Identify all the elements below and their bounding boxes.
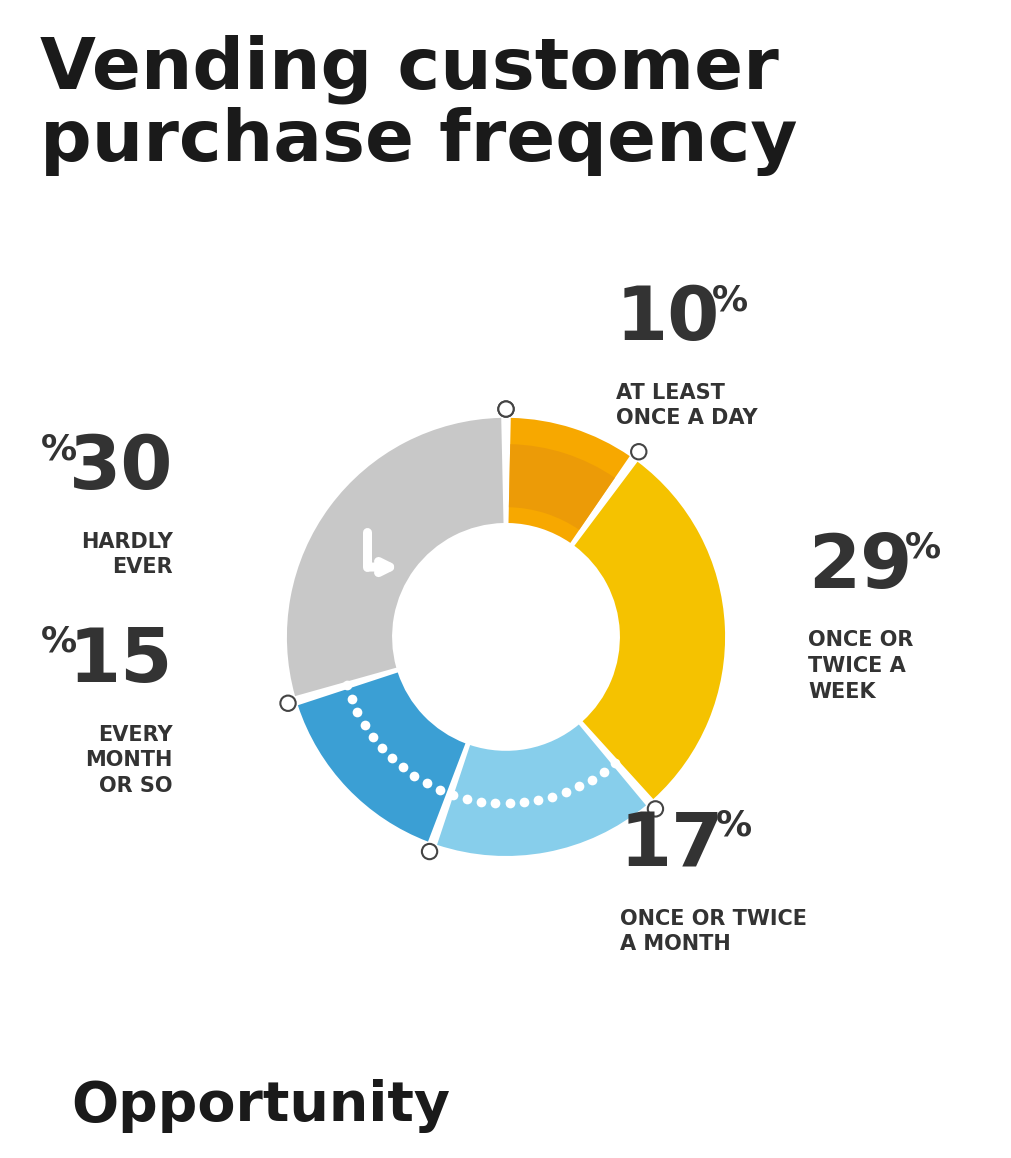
Text: ONCE OR
TWICE A
WEEK: ONCE OR TWICE A WEEK	[808, 630, 913, 702]
Text: %: %	[40, 432, 77, 466]
Text: 10: 10	[615, 284, 719, 357]
Text: Opportunity: Opportunity	[71, 1078, 450, 1133]
Circle shape	[497, 402, 514, 417]
Text: HARDLY
EVER: HARDLY EVER	[81, 532, 173, 578]
Text: 15: 15	[69, 625, 173, 698]
Wedge shape	[297, 673, 465, 842]
Circle shape	[497, 402, 514, 417]
Wedge shape	[437, 725, 645, 856]
Text: EVERY
MONTH
OR SO: EVERY MONTH OR SO	[86, 725, 173, 796]
Text: AT LEAST
ONCE A DAY: AT LEAST ONCE A DAY	[615, 383, 756, 428]
Text: %: %	[711, 283, 747, 317]
Text: %: %	[904, 530, 940, 565]
Text: %: %	[40, 625, 77, 659]
Wedge shape	[509, 445, 615, 530]
Circle shape	[647, 801, 662, 816]
Text: ONCE OR TWICE
A MONTH: ONCE OR TWICE A MONTH	[620, 909, 806, 954]
Wedge shape	[508, 418, 629, 543]
Text: 29: 29	[808, 532, 912, 604]
Text: 30: 30	[69, 432, 173, 505]
Circle shape	[280, 696, 295, 711]
Text: Vending customer
purchase freqency: Vending customer purchase freqency	[40, 35, 798, 176]
Text: 17: 17	[620, 809, 724, 882]
Wedge shape	[574, 462, 724, 799]
Text: %: %	[716, 808, 752, 843]
Circle shape	[631, 444, 646, 460]
Wedge shape	[287, 418, 503, 696]
Circle shape	[422, 844, 437, 859]
